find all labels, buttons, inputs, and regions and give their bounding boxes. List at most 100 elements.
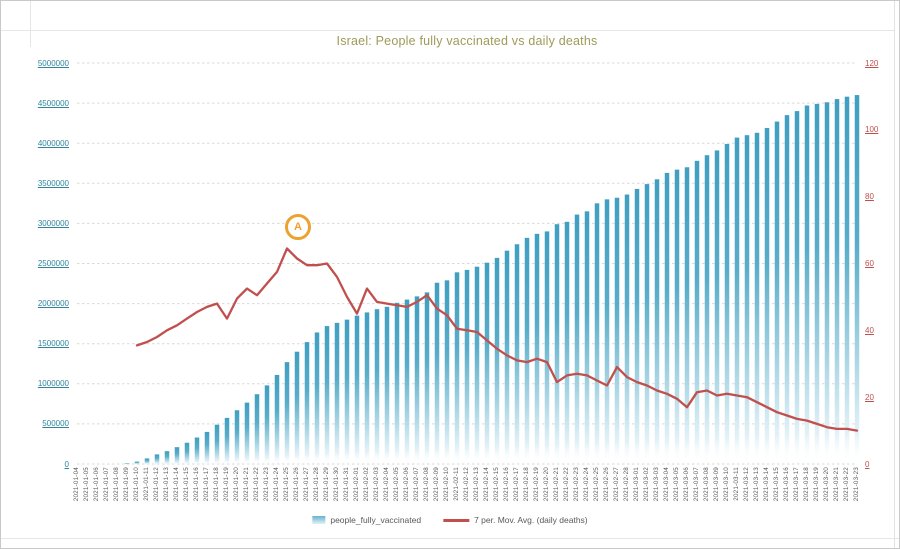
x-axis-tick-label: 2021-02-07 (413, 467, 420, 502)
x-axis-tick-label: 2021-03-21 (833, 467, 840, 502)
bar (754, 132, 760, 465)
bar (534, 233, 540, 464)
bar (604, 199, 610, 464)
bar (814, 103, 820, 464)
x-axis-tick-label: 2021-03-03 (653, 467, 660, 502)
bar (364, 312, 370, 464)
left-axis-tick-label: 2500000 (37, 259, 69, 268)
line-series (135, 247, 859, 432)
bar (174, 447, 180, 464)
x-axis-tick-label: 2021-03-22 (843, 467, 850, 502)
x-axis-tick-label: 2021-02-06 (403, 467, 410, 502)
bar (294, 351, 300, 464)
bar (484, 262, 490, 464)
bar (414, 296, 420, 464)
right-axis-tick-label: 80 (865, 192, 874, 202)
x-axis-tick-label: 2021-02-15 (493, 467, 500, 502)
x-axis-tick-label: 2021-01-28 (313, 467, 320, 502)
left-axis-tick-label: 4500000 (37, 98, 69, 108)
x-axis-tick-label: 2021-02-19 (533, 467, 540, 502)
x-axis-tick-label: 2021-02-13 (473, 467, 480, 502)
bar (144, 458, 150, 464)
x-axis-tick-label: 2021-02-26 (603, 467, 610, 502)
x-axis-tick-label: 2021-02-05 (393, 467, 400, 502)
bar (464, 269, 470, 464)
bar (674, 169, 680, 464)
bar (354, 315, 360, 464)
bar (794, 111, 800, 465)
right-axis-tick-label: 120 (865, 58, 879, 68)
bar (574, 214, 580, 464)
x-axis-tick-label: 2021-01-17 (203, 467, 210, 502)
worksheet-gridline-vertical (30, 1, 31, 47)
x-axis-tick-label: 2021-03-11 (733, 467, 740, 501)
bar (124, 463, 130, 464)
bar (634, 188, 640, 464)
x-axis-tick-label: 2021-02-09 (433, 467, 440, 502)
bar (524, 237, 530, 464)
bar (504, 250, 510, 464)
bar (744, 135, 750, 464)
legend-label-vaccinated: people_fully_vaccinated (330, 515, 422, 525)
bar (134, 461, 140, 464)
bar-series (124, 95, 860, 465)
x-axis-tick-label: 2021-01-06 (93, 467, 100, 502)
bar (834, 99, 840, 464)
bar (434, 282, 440, 464)
bar (194, 437, 200, 464)
bar (244, 402, 250, 464)
x-axis-tick-label: 2021-01-22 (253, 467, 260, 502)
left-axis-tick-label: 1000000 (37, 379, 69, 389)
x-axis-tick-label: 2021-03-06 (683, 467, 690, 502)
bar (544, 231, 550, 464)
x-axis-tick-label: 2021-02-27 (613, 467, 620, 502)
bar (784, 115, 790, 464)
x-axis-tick-label: 2021-01-07 (103, 467, 110, 502)
bar (644, 184, 650, 465)
x-axis-tick-label: 2021-03-09 (713, 467, 720, 502)
bar (394, 302, 400, 464)
x-axis-tick-label: 2021-03-14 (763, 467, 770, 502)
bar (734, 137, 740, 464)
x-axis-tick-label: 2021-01-18 (213, 467, 220, 502)
bar (474, 266, 480, 464)
left-axis-tick-label: 5000000 (37, 58, 69, 68)
x-axis-tick-label: 2021-03-02 (643, 467, 650, 502)
x-axis-tick-label: 2021-02-03 (373, 467, 380, 502)
bar (624, 194, 630, 464)
x-axis-tick-label: 2021-01-31 (343, 467, 350, 502)
bar (404, 299, 410, 464)
x-axis-tick-label: 2021-02-01 (353, 467, 360, 502)
right-axis-tick-label: 20 (865, 392, 874, 402)
x-axis-tick-label: 2021-02-08 (423, 467, 430, 502)
bar (764, 127, 770, 464)
bar (284, 362, 290, 464)
x-axis-tick-label: 2021-02-16 (503, 467, 510, 502)
bar (314, 332, 320, 464)
bar (444, 280, 450, 464)
bar (494, 257, 500, 464)
bar (514, 244, 520, 464)
x-axis-tick-label: 2021-03-10 (723, 467, 730, 502)
bar (374, 309, 380, 464)
x-axis-tick-label: 2021-01-23 (263, 467, 270, 502)
x-axis-tick-label: 2021-01-19 (223, 467, 230, 502)
x-axis-tick-label: 2021-01-15 (183, 467, 190, 502)
x-axis-tick-label: 2021-02-24 (583, 467, 590, 502)
x-axis-tick-label: 2021-03-15 (773, 467, 780, 502)
worksheet-gridline-vertical-right (894, 1, 895, 548)
left-axis-tick-label: 500000 (42, 419, 69, 429)
bar (424, 292, 430, 464)
x-axis-tick-label: 2021-02-25 (593, 467, 600, 502)
x-axis-tick-label: 2021-01-13 (163, 467, 170, 502)
bar (724, 144, 730, 464)
x-axis-tick-label: 2021-02-18 (523, 467, 530, 502)
x-axis-tick-label: 2021-03-16 (783, 467, 790, 502)
bar (334, 322, 340, 464)
x-axis-tick-label: 2021-02-21 (553, 467, 560, 502)
legend-item-vaccinated: people_fully_vaccinated (312, 515, 421, 525)
x-axis-tick-label: 2021-02-20 (543, 467, 550, 502)
bar (254, 394, 260, 464)
x-axis-tick-label: 2021-01-29 (323, 467, 330, 502)
